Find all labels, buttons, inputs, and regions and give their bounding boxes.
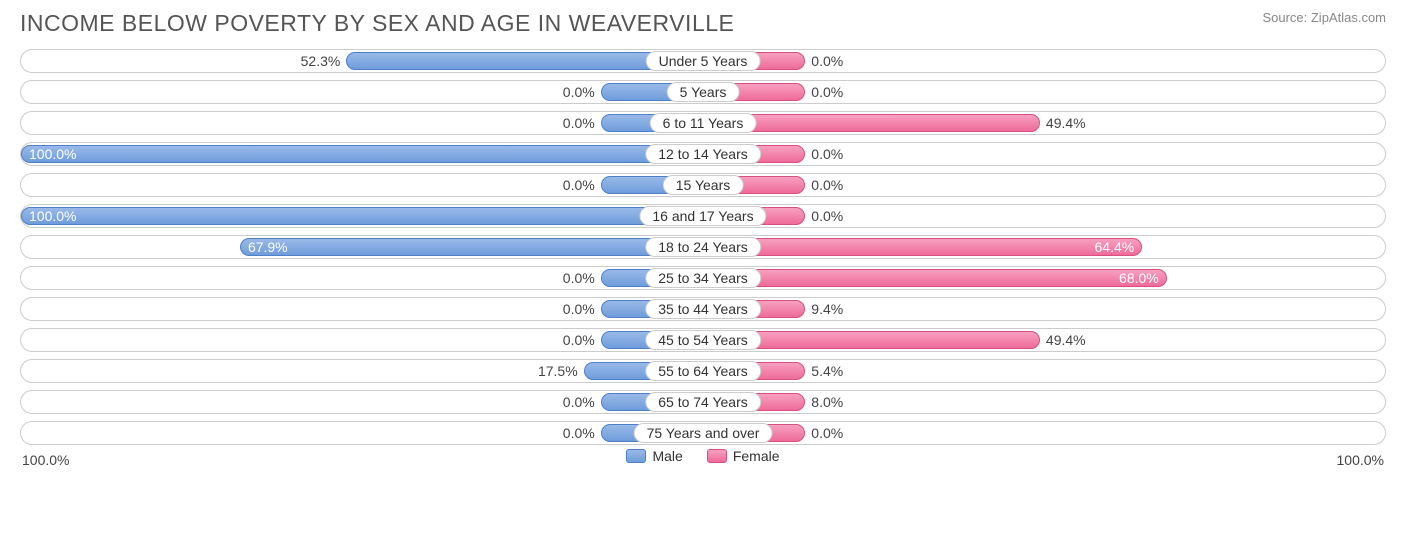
male-half: 0.0% <box>21 329 703 351</box>
legend-female-label: Female <box>733 448 780 464</box>
table-row: 0.0% 68.0% 25 to 34 Years <box>20 266 1386 290</box>
legend: Male Female <box>20 448 1386 464</box>
chart-container: INCOME BELOW POVERTY BY SEX AND AGE IN W… <box>0 0 1406 472</box>
category-label: 35 to 44 Years <box>645 299 761 319</box>
chart-header: INCOME BELOW POVERTY BY SEX AND AGE IN W… <box>20 10 1386 37</box>
female-value-label: 0.0% <box>811 208 843 224</box>
category-label: 12 to 14 Years <box>645 144 761 164</box>
legend-item-male: Male <box>626 448 682 464</box>
male-value-label: 0.0% <box>563 332 595 348</box>
female-value-label: 5.4% <box>811 363 843 379</box>
category-label: 55 to 64 Years <box>645 361 761 381</box>
category-label: 65 to 74 Years <box>645 392 761 412</box>
male-value-label: 0.0% <box>563 270 595 286</box>
table-row: 17.5% 5.4% 55 to 64 Years <box>20 359 1386 383</box>
male-swatch-icon <box>626 449 646 463</box>
male-half: 100.0% <box>21 143 703 165</box>
female-value-label: 0.0% <box>811 177 843 193</box>
table-row: 100.0% 0.0% 16 and 17 Years <box>20 204 1386 228</box>
female-value-label: 68.0% <box>1119 270 1159 286</box>
female-half: 0.0% <box>703 205 1385 227</box>
female-half: 0.0% <box>703 174 1385 196</box>
male-value-label: 0.0% <box>563 425 595 441</box>
female-bar <box>703 238 1142 256</box>
male-half: 0.0% <box>21 174 703 196</box>
female-half: 0.0% <box>703 422 1385 444</box>
male-half: 0.0% <box>21 391 703 413</box>
category-label: 5 Years <box>667 82 740 102</box>
male-value-label: 52.3% <box>301 53 341 69</box>
legend-item-female: Female <box>707 448 780 464</box>
table-row: 100.0% 0.0% 12 to 14 Years <box>20 142 1386 166</box>
category-label: 6 to 11 Years <box>650 113 757 133</box>
female-half: 9.4% <box>703 298 1385 320</box>
female-half: 0.0% <box>703 50 1385 72</box>
female-value-label: 9.4% <box>811 301 843 317</box>
female-half: 0.0% <box>703 143 1385 165</box>
male-half: 100.0% <box>21 205 703 227</box>
table-row: 0.0% 9.4% 35 to 44 Years <box>20 297 1386 321</box>
female-half: 0.0% <box>703 81 1385 103</box>
female-half: 5.4% <box>703 360 1385 382</box>
category-label: 18 to 24 Years <box>645 237 761 257</box>
male-half: 0.0% <box>21 422 703 444</box>
category-label: 15 Years <box>663 175 744 195</box>
female-value-label: 0.0% <box>811 53 843 69</box>
male-value-label: 0.0% <box>563 301 595 317</box>
male-half: 0.0% <box>21 267 703 289</box>
female-value-label: 64.4% <box>1095 239 1135 255</box>
male-value-label: 0.0% <box>563 84 595 100</box>
male-half: 0.0% <box>21 298 703 320</box>
female-value-label: 8.0% <box>811 394 843 410</box>
table-row: 67.9% 64.4% 18 to 24 Years <box>20 235 1386 259</box>
table-row: 0.0% 0.0% 15 Years <box>20 173 1386 197</box>
axis-left-label: 100.0% <box>22 452 69 468</box>
table-row: 0.0% 49.4% 45 to 54 Years <box>20 328 1386 352</box>
table-row: 0.0% 8.0% 65 to 74 Years <box>20 390 1386 414</box>
female-bar <box>703 269 1167 287</box>
female-value-label: 49.4% <box>1046 332 1086 348</box>
category-label: 75 Years and over <box>634 423 773 443</box>
male-value-label: 17.5% <box>538 363 578 379</box>
table-row: 52.3% 0.0% Under 5 Years <box>20 49 1386 73</box>
female-value-label: 0.0% <box>811 84 843 100</box>
female-value-label: 0.0% <box>811 425 843 441</box>
category-label: 45 to 54 Years <box>645 330 761 350</box>
male-bar <box>21 207 703 225</box>
female-half: 64.4% <box>703 236 1385 258</box>
male-half: 0.0% <box>21 112 703 134</box>
male-value-label: 0.0% <box>563 177 595 193</box>
male-value-label: 100.0% <box>29 146 76 162</box>
category-label: 16 and 17 Years <box>639 206 766 226</box>
category-label: Under 5 Years <box>646 51 761 71</box>
male-value-label: 100.0% <box>29 208 76 224</box>
male-half: 17.5% <box>21 360 703 382</box>
chart-rows: 52.3%0.0%Under 5 Years0.0%0.0%5 Years0.0… <box>20 49 1386 445</box>
male-value-label: 0.0% <box>563 394 595 410</box>
male-half: 0.0% <box>21 81 703 103</box>
female-swatch-icon <box>707 449 727 463</box>
female-value-label: 49.4% <box>1046 115 1086 131</box>
female-half: 49.4% <box>703 112 1385 134</box>
female-half: 8.0% <box>703 391 1385 413</box>
male-value-label: 67.9% <box>248 239 288 255</box>
table-row: 0.0% 49.4% 6 to 11 Years <box>20 111 1386 135</box>
female-half: 49.4% <box>703 329 1385 351</box>
male-half: 67.9% <box>21 236 703 258</box>
axis-right-label: 100.0% <box>1337 452 1384 468</box>
table-row: 0.0% 0.0% 75 Years and over <box>20 421 1386 445</box>
chart-title: INCOME BELOW POVERTY BY SEX AND AGE IN W… <box>20 10 734 37</box>
category-label: 25 to 34 Years <box>645 268 761 288</box>
male-half: 52.3% <box>21 50 703 72</box>
male-bar <box>240 238 703 256</box>
male-value-label: 0.0% <box>563 115 595 131</box>
female-half: 68.0% <box>703 267 1385 289</box>
chart-source: Source: ZipAtlas.com <box>1262 10 1386 25</box>
legend-male-label: Male <box>652 448 682 464</box>
table-row: 0.0% 0.0% 5 Years <box>20 80 1386 104</box>
male-bar <box>21 145 703 163</box>
female-value-label: 0.0% <box>811 146 843 162</box>
